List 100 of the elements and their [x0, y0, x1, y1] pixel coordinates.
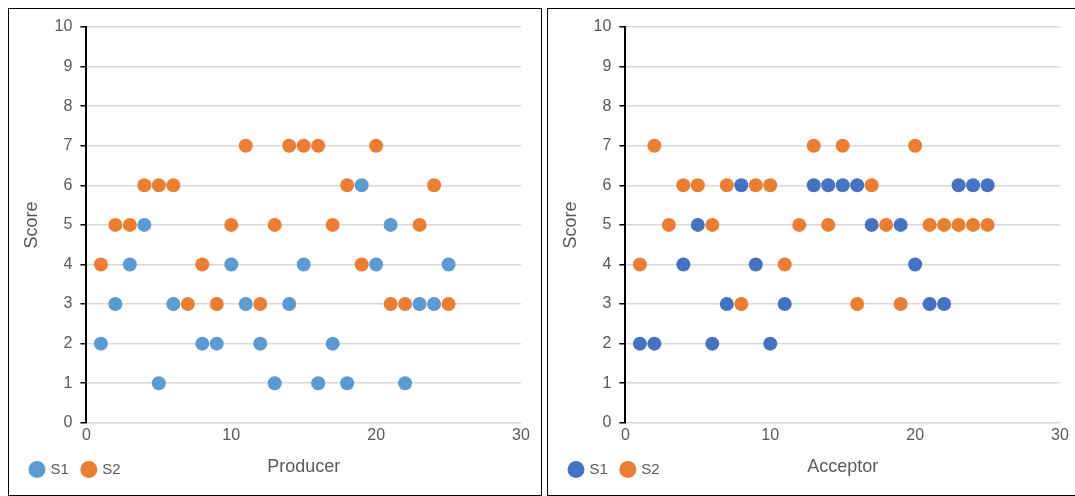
x-tick-label: 10 — [761, 425, 780, 443]
point — [93, 336, 108, 351]
point — [632, 257, 647, 272]
point — [980, 217, 995, 232]
x-tick-label: 30 — [512, 425, 530, 443]
x-axis-title: Acceptor — [807, 456, 879, 477]
point — [282, 138, 297, 153]
point — [719, 297, 734, 312]
point — [354, 178, 369, 193]
point — [763, 336, 778, 351]
legend-label: S2 — [641, 459, 660, 477]
y-tick-label: 10 — [54, 17, 73, 35]
y-tick-label: 7 — [63, 136, 73, 154]
point — [763, 178, 778, 193]
point — [369, 257, 384, 272]
point — [108, 297, 123, 312]
y-tick-label: 1 — [602, 373, 612, 391]
point — [383, 297, 398, 312]
y-tick-label: 3 — [602, 294, 612, 312]
point — [676, 178, 691, 193]
point — [195, 336, 210, 351]
x-tick-label: 20 — [367, 425, 386, 443]
y-tick-label: 4 — [63, 254, 73, 272]
point — [835, 178, 850, 193]
point — [850, 178, 865, 193]
y-tick-label: 1 — [63, 373, 73, 391]
point — [661, 217, 676, 232]
point — [821, 217, 836, 232]
y-tick-label: 2 — [63, 334, 73, 352]
x-axis-title: Producer — [267, 456, 341, 477]
point — [267, 217, 282, 232]
point — [325, 336, 340, 351]
point — [908, 138, 923, 153]
point — [427, 178, 442, 193]
y-tick-label: 9 — [63, 56, 73, 74]
point — [238, 297, 253, 312]
x-tick-label: 10 — [222, 425, 241, 443]
point — [922, 217, 937, 232]
point — [966, 217, 981, 232]
point — [835, 138, 850, 153]
point — [821, 178, 836, 193]
point — [325, 217, 340, 232]
point — [748, 257, 763, 272]
point — [93, 257, 108, 272]
point — [966, 178, 981, 193]
point — [951, 217, 966, 232]
point — [238, 138, 253, 153]
point — [980, 178, 995, 193]
point — [412, 217, 427, 232]
point — [224, 257, 239, 272]
point — [180, 297, 195, 312]
legend-label: S1 — [50, 459, 69, 477]
point — [311, 376, 326, 391]
point — [937, 297, 952, 312]
point — [705, 336, 720, 351]
legend-label: S1 — [589, 459, 608, 477]
point — [937, 217, 952, 232]
point — [296, 257, 311, 272]
point — [441, 297, 456, 312]
point — [398, 297, 413, 312]
point — [166, 178, 181, 193]
point — [224, 217, 239, 232]
point — [122, 257, 137, 272]
point — [893, 297, 908, 312]
point — [806, 138, 821, 153]
y-axis-title: Score — [559, 201, 580, 249]
point — [690, 178, 705, 193]
point — [792, 217, 807, 232]
point — [267, 376, 282, 391]
point — [922, 297, 937, 312]
point — [369, 138, 384, 153]
y-tick-label: 10 — [593, 17, 612, 35]
point — [908, 257, 923, 272]
point — [850, 297, 865, 312]
y-tick-label: 5 — [602, 215, 612, 233]
point — [777, 297, 792, 312]
legend-label: S2 — [102, 459, 121, 477]
point — [253, 297, 268, 312]
point — [427, 297, 442, 312]
point — [734, 178, 749, 193]
point — [166, 297, 181, 312]
y-tick-label: 2 — [602, 334, 612, 352]
point — [864, 178, 879, 193]
point — [748, 178, 763, 193]
x-tick-label: 0 — [620, 425, 630, 443]
point — [122, 217, 137, 232]
point — [383, 217, 398, 232]
point — [719, 178, 734, 193]
point — [398, 376, 413, 391]
point — [340, 376, 355, 391]
x-tick-label: 30 — [1051, 425, 1069, 443]
y-tick-label: 0 — [63, 413, 73, 431]
point — [893, 217, 908, 232]
point — [354, 257, 369, 272]
point — [296, 138, 311, 153]
y-tick-label: 5 — [63, 215, 73, 233]
point — [151, 178, 166, 193]
point — [676, 257, 691, 272]
point — [951, 178, 966, 193]
point — [137, 217, 152, 232]
